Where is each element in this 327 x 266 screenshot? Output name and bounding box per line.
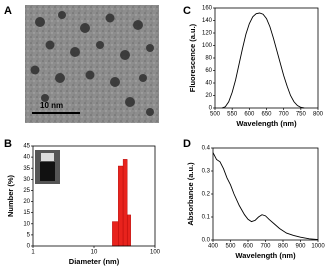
x-tick-label: 400 — [208, 244, 219, 250]
x-axis-title: Wavelength (nm) — [235, 251, 296, 260]
y-tick-label: 40 — [205, 81, 212, 87]
tem-image: 10 nm — [25, 5, 159, 123]
y-tick-label: 20 — [23, 199, 30, 205]
bar — [126, 214, 131, 247]
x-tick-label: 800 — [278, 244, 289, 250]
x-tick-label: 750 — [296, 112, 307, 118]
y-tick-label: 5 — [27, 232, 31, 238]
y-tick-label: 0.2 — [202, 192, 211, 198]
x-tick-label: 100 — [150, 250, 161, 256]
bar — [112, 221, 119, 247]
y-tick-label: 10 — [23, 221, 30, 227]
y-tick-label: 45 — [23, 144, 30, 150]
y-tick-label: 0 — [27, 244, 31, 250]
x-tick-label: 650 — [261, 112, 272, 118]
x-tick-label: 1 — [31, 250, 35, 256]
y-tick-label: 80 — [205, 56, 212, 62]
plot-frame — [32, 145, 156, 247]
y-tick-label: 160 — [202, 6, 213, 12]
x-tick-label: 10 — [91, 250, 98, 256]
y-tick-label: 60 — [205, 68, 212, 74]
line — [221, 12, 305, 109]
y-tick-label: 0.3 — [202, 169, 211, 175]
y-axis-title: Number (%) — [6, 174, 15, 217]
y-axis-title: Fluorescence (a.u.) — [188, 23, 197, 92]
y-tick-label: 0.4 — [202, 146, 211, 152]
x-tick-label: 600 — [244, 112, 255, 118]
y-tick-label: 0 — [209, 106, 213, 112]
y-tick-label: 35 — [23, 166, 30, 172]
x-axis-title: Diameter (nm) — [69, 257, 120, 266]
x-axis-title: Wavelength (nm) — [236, 119, 297, 128]
panel-label: B — [4, 138, 12, 150]
x-tick-label: 500 — [225, 244, 236, 250]
y-tick-label: 140 — [202, 18, 213, 24]
x-tick-label: 500 — [210, 112, 221, 118]
y-tick-label: 25 — [23, 188, 30, 194]
bar — [118, 165, 124, 247]
x-tick-label: 700 — [279, 112, 290, 118]
scale-bar-label: 10 nm — [40, 101, 63, 110]
x-tick-label: 600 — [243, 244, 254, 250]
x-tick-label: 1000 — [311, 244, 325, 250]
plot-frame — [212, 147, 319, 241]
x-tick-label: 900 — [295, 244, 306, 250]
panel-label: A — [4, 5, 12, 17]
y-tick-label: 100 — [202, 43, 213, 49]
panel-label: D — [183, 138, 191, 150]
y-tick-label: 30 — [23, 177, 30, 183]
plot-frame — [214, 7, 319, 109]
bar — [122, 159, 128, 247]
x-tick-label: 800 — [313, 112, 324, 118]
y-tick-label: 15 — [23, 210, 30, 216]
y-tick-label: 20 — [205, 93, 212, 99]
x-tick-label: 550 — [227, 112, 238, 118]
panel-label: C — [183, 5, 191, 17]
y-tick-label: 0.0 — [202, 238, 211, 244]
y-tick-label: 120 — [202, 31, 213, 37]
y-axis-title: Absorbance (a.u.) — [186, 162, 195, 226]
x-tick-label: 700 — [260, 244, 271, 250]
y-tick-label: 0.1 — [202, 215, 211, 221]
vial-photo — [35, 150, 60, 184]
line — [212, 152, 319, 240]
y-tick-label: 40 — [23, 155, 30, 161]
